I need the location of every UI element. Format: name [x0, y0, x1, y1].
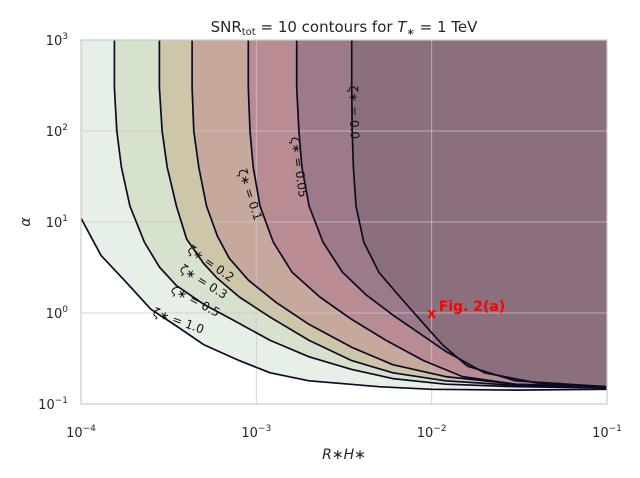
y-tick-label: 103: [46, 32, 68, 49]
title-snr-sub: tot: [242, 27, 256, 38]
annotations: x Fig. 2(a): [427, 299, 505, 322]
annotation-marker: x: [427, 306, 436, 322]
y-tick-label: 101: [46, 214, 68, 231]
x-axis-ticks: 10−4 10−3 10−2 10−1: [66, 424, 622, 441]
x-axis-label: R∗H∗: [322, 447, 366, 463]
chart-title: SNRtot = 10 contours for T∗ = 1 TeV: [211, 18, 479, 38]
y-axis-ticks: 10−1 100 101 102 103: [38, 32, 68, 413]
contour-label-group-6: ζ∗ = 0.0: [346, 85, 362, 139]
x-tick-label: 10−3: [241, 424, 271, 441]
title-middle: = 10 contours for: [256, 18, 398, 36]
x-tick-label: 10−4: [66, 424, 96, 441]
contour-label-6: ζ∗ = 0.0: [346, 85, 362, 139]
contour-line-3: [191, 40, 607, 388]
title-end: = 1 TeV: [415, 18, 478, 36]
y-tick-label: 100: [46, 305, 69, 322]
y-tick-label: 10−1: [38, 396, 68, 413]
contour-lines: [81, 40, 607, 391]
contour-line-6: [350, 40, 607, 388]
contour-line-4: [247, 40, 607, 388]
plot-frame: [80, 39, 608, 405]
title-star: ∗: [407, 27, 415, 38]
x-tick-label: 10−1: [592, 424, 622, 441]
contour-line-0: [81, 217, 607, 391]
x-tick-label: 10−2: [417, 424, 447, 441]
contour-line-2: [158, 40, 607, 389]
annotation-text: Fig. 2(a): [439, 299, 506, 315]
title-T: T: [397, 18, 408, 36]
y-tick-label: 102: [46, 123, 68, 140]
contour-line-1: [113, 40, 607, 389]
contour-fill-6: [351, 40, 607, 387]
title-snr: SNR: [211, 18, 242, 36]
y-axis-label: α: [18, 217, 34, 227]
